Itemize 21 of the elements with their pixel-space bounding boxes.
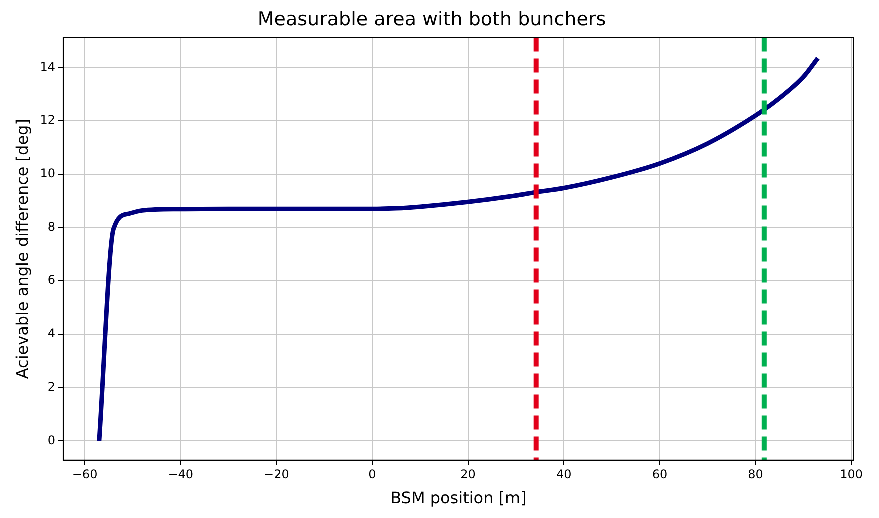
y-tick-label: 4 (48, 326, 56, 341)
y-tick-label: 2 (48, 380, 56, 394)
y-tick-label: 10 (40, 166, 56, 181)
x-tick-label: −20 (264, 468, 290, 482)
x-tick-label: −40 (168, 468, 194, 482)
y-tick-label: 14 (40, 60, 56, 74)
y-tick-label: 12 (40, 113, 56, 128)
x-tick-label: 100 (840, 468, 864, 482)
x-tick-label: −60 (72, 468, 98, 482)
y-tick-label: 0 (48, 433, 56, 448)
x-tick-label: 20 (460, 468, 476, 482)
x-tick-label: 40 (556, 468, 572, 482)
y-tick-label: 8 (48, 220, 56, 234)
x-tick-label: 0 (368, 468, 376, 482)
y-axis-title: Acievable angle difference [deg] (12, 119, 32, 380)
y-tick-label: 6 (48, 273, 56, 288)
x-tick-label: 80 (748, 468, 764, 482)
x-tick-label: 60 (652, 468, 668, 482)
chart-title: Measurable area with both bunchers (258, 8, 606, 30)
line-series (97, 56, 820, 444)
x-axis-title: BSM position [m] (390, 488, 527, 508)
